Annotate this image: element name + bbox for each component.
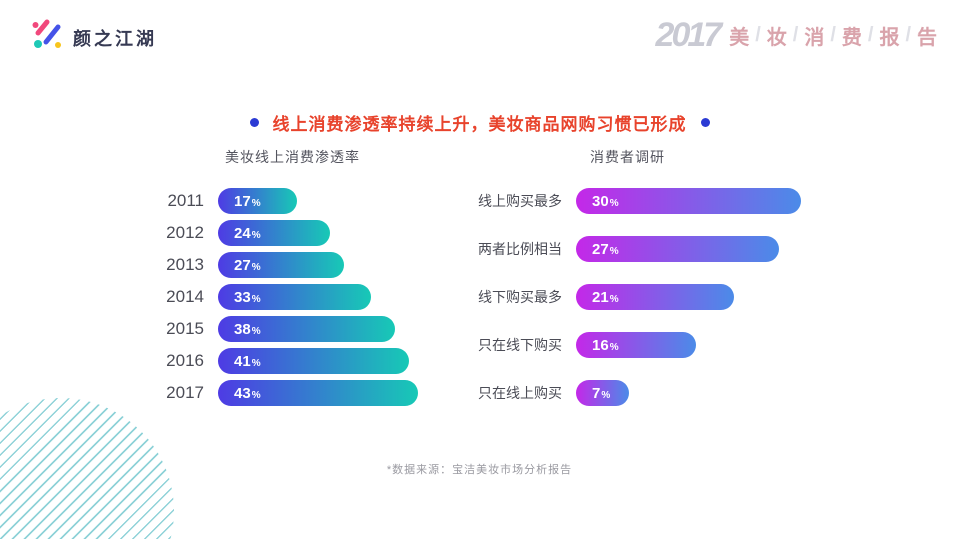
title-dot-right-icon <box>700 118 710 127</box>
bar-label: 2014 <box>166 287 204 306</box>
report-title-char: 消 <box>804 27 825 49</box>
bar-label: 2011 <box>167 191 204 210</box>
bar-label: 只在线下购买 <box>478 337 562 353</box>
bar-row: 2014 33% <box>150 284 418 310</box>
bar-value: 30% <box>592 192 619 210</box>
penetration-chart: 美妆线上消费渗透率 2011 17% 2012 24% 2013 27% 2014 33% 20… <box>150 147 418 412</box>
separator-slash: / <box>867 24 874 46</box>
report-title-char: 费 <box>841 27 862 49</box>
bar: 27% <box>218 252 344 278</box>
bar-value: 16% <box>592 336 619 354</box>
main-title: 线上消费渗透率持续上升，美妆商品网购习惯已形成 <box>0 110 959 135</box>
report-title-char: 报 <box>879 27 900 49</box>
bar: 38% <box>218 316 395 342</box>
bar-row: 2013 27% <box>150 252 418 278</box>
data-source-note: *数据来源：宝洁美妆市场分析报告 <box>386 464 573 476</box>
bar: 27% <box>576 236 779 262</box>
survey-chart-title: 消费者调研 <box>590 149 665 165</box>
bar-row: 2015 38% <box>150 316 418 342</box>
report-title-char: 告 <box>917 27 937 49</box>
bar: 16% <box>576 332 696 358</box>
bar: 24% <box>218 220 330 246</box>
bar: 33% <box>218 284 371 310</box>
report-title-char: 美 <box>729 27 750 49</box>
bar-value: 27% <box>592 240 619 258</box>
bar-label: 2017 <box>166 383 204 402</box>
bar-label: 线上购买最多 <box>478 193 562 209</box>
bar: 30% <box>576 188 801 214</box>
separator-slash: / <box>905 24 911 46</box>
bar-label: 2016 <box>166 351 204 370</box>
bar-row: 2016 41% <box>150 348 418 374</box>
main-title-text: 线上消费渗透率持续上升，美妆商品网购习惯已形成 <box>272 115 687 134</box>
bar: 17% <box>218 188 297 214</box>
bar-value: 17% <box>234 192 261 210</box>
bar-row: 2017 43% <box>150 380 418 406</box>
bar: 43% <box>218 380 418 406</box>
bar-label: 2013 <box>166 255 204 274</box>
penetration-chart-bars: 2011 17% 2012 24% 2013 27% 2014 33% 2015 38% 2016 4… <box>150 188 418 406</box>
bar-label: 只在线上购买 <box>478 385 562 401</box>
striped-circle-decoration <box>0 398 174 539</box>
bar-row: 只在线上购买 7% <box>478 380 801 406</box>
bar-value: 27% <box>234 256 261 274</box>
bar-row: 两者比例相当 27% <box>478 236 801 262</box>
bar-value: 24% <box>234 224 261 242</box>
title-dot-left-icon <box>249 118 259 127</box>
bar-label: 两者比例相当 <box>478 241 562 257</box>
logo: 颜之江湖 <box>30 18 157 57</box>
bar-row: 线上购买最多 30% <box>478 188 801 214</box>
bar-row: 2012 24% <box>150 220 418 246</box>
survey-chart: 消费者调研 线上购买最多 30% 两者比例相当 27% 线下购买最多 21% 只在线下购买 1… <box>478 147 801 428</box>
bar-label: 2012 <box>166 223 204 242</box>
logo-mark-icon <box>30 18 64 57</box>
bar-value: 33% <box>234 288 261 306</box>
bar-label: 线下购买最多 <box>478 289 562 305</box>
bar-row: 线下购买最多 21% <box>478 284 801 310</box>
bar-row: 只在线下购买 16% <box>478 332 801 358</box>
penetration-chart-title: 美妆线上消费渗透率 <box>225 149 360 165</box>
bar-value: 38% <box>234 320 261 338</box>
bar: 21% <box>576 284 734 310</box>
bar: 7% <box>576 380 629 406</box>
bar-value: 41% <box>234 352 261 370</box>
report-title-char: 妆 <box>766 27 787 49</box>
report-title-chars: 美 / 妆 / 消 / 费 / 报 / 告 <box>729 21 937 50</box>
bar: 41% <box>218 348 409 374</box>
logo-text: 颜之江湖 <box>73 28 157 49</box>
bar-value: 43% <box>234 384 261 402</box>
separator-slash: / <box>830 24 836 46</box>
bar-label: 2015 <box>166 319 204 338</box>
survey-chart-bars: 线上购买最多 30% 两者比例相当 27% 线下购买最多 21% 只在线下购买 16% 只在线上… <box>478 188 801 406</box>
bar-value: 7% <box>592 384 611 402</box>
separator-slash: / <box>755 24 761 46</box>
bar-row: 2011 17% <box>150 188 418 214</box>
bar-value: 21% <box>592 288 619 306</box>
report-title: 2017 美 / 妆 / 消 / 费 / 报 / 告 <box>656 16 937 55</box>
separator-slash: / <box>792 24 799 46</box>
report-year: 2017 <box>655 16 723 54</box>
